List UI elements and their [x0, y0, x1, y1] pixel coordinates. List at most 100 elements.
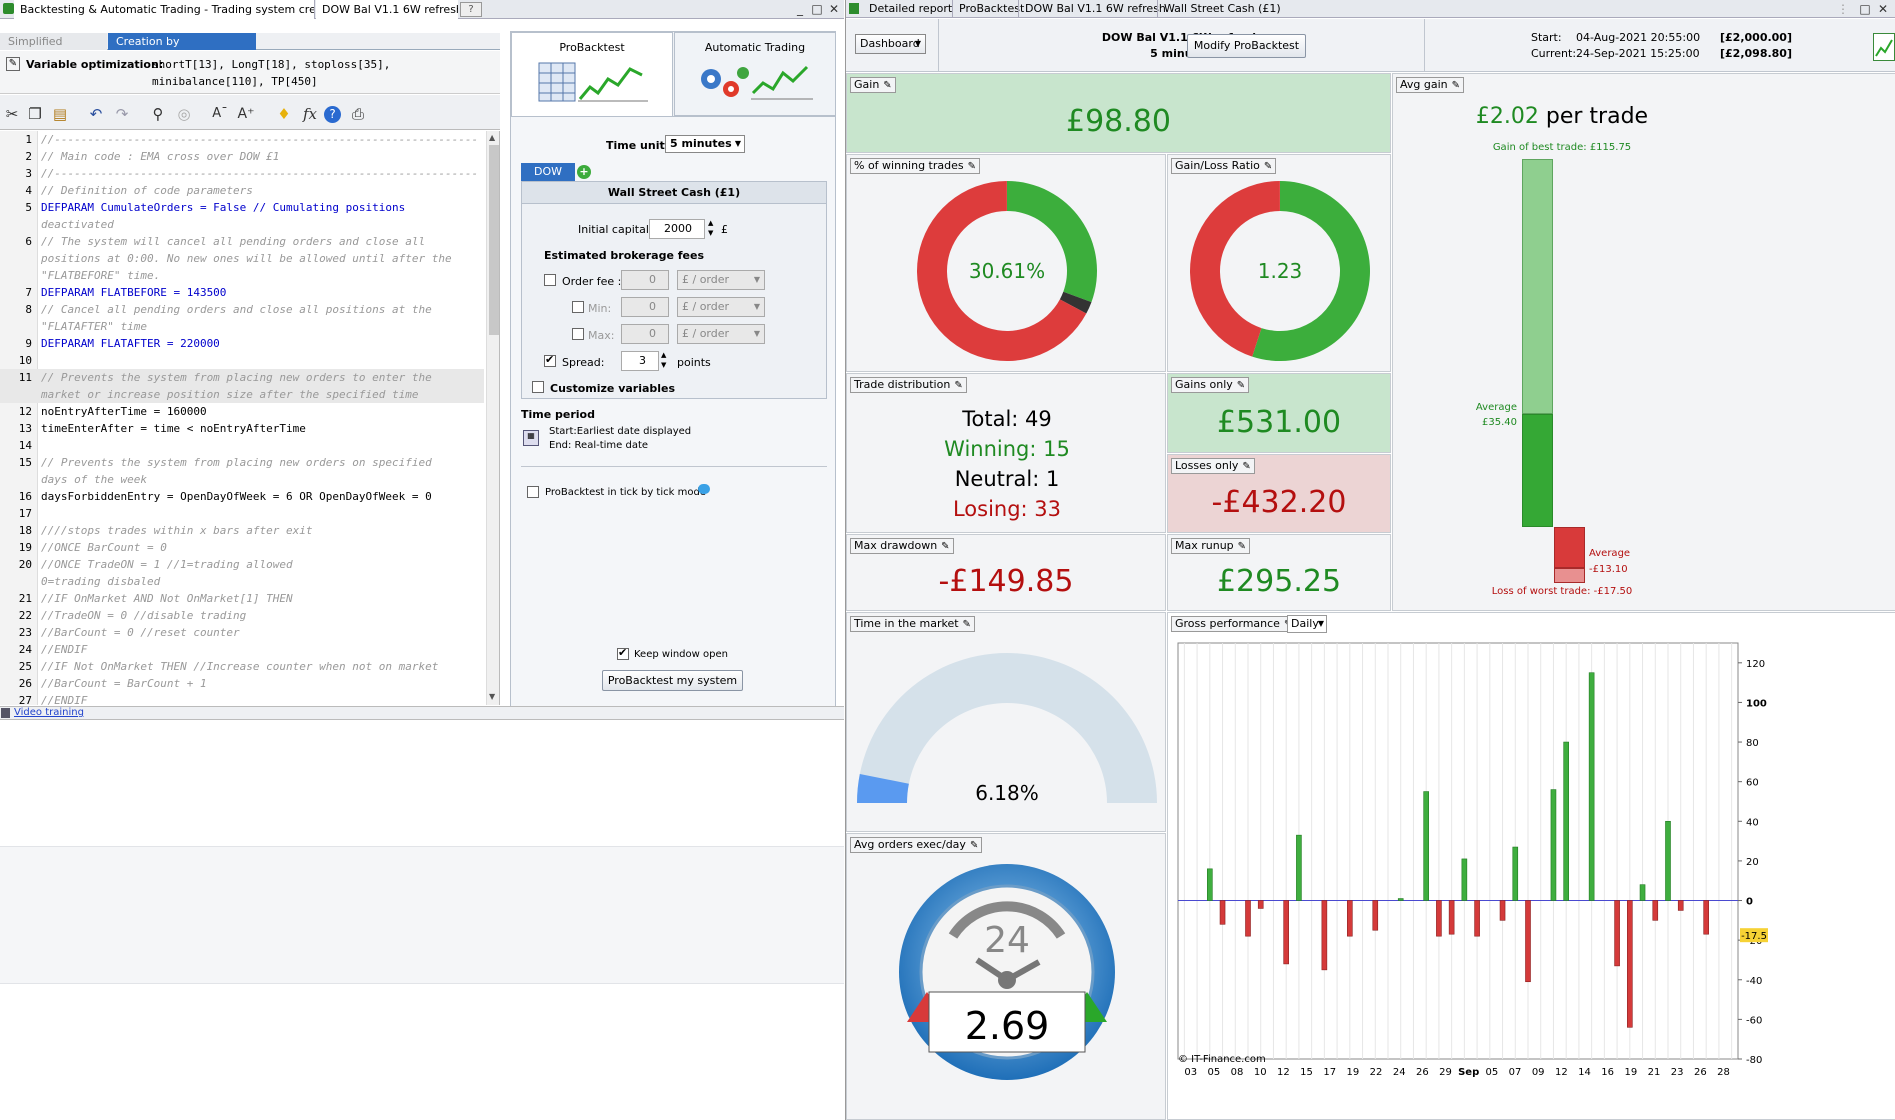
code-line[interactable]: positions at 0:00. No new ones will be a…	[41, 252, 452, 265]
code-line[interactable]: 13 timeEnterAfter = time < noEntryAfterTi…	[18, 422, 306, 435]
code-line[interactable]: 26//BarCount = BarCount + 1	[18, 677, 207, 690]
share-icon[interactable]: ⋮	[1837, 2, 1849, 16]
comment-icon[interactable]: ◎	[177, 105, 191, 123]
maximize-icon[interactable]: □	[811, 2, 823, 16]
equity-curve-icon[interactable]	[1873, 33, 1895, 61]
spread-input[interactable]: 3	[621, 351, 659, 371]
help-icon[interactable]: ?	[460, 2, 482, 17]
max-runup-tag[interactable]: Max runup ✎	[1171, 538, 1251, 554]
tab-creation-by-programming[interactable]: Creation by programming	[108, 33, 256, 65]
code-line[interactable]: 20//ONCE TradeON = 1 //1=trading allowed	[18, 558, 293, 571]
var-opt-line2[interactable]: minibalance[110], TP[450]	[152, 75, 318, 88]
code-line[interactable]: 12 noEntryAfterTime = 160000	[18, 405, 207, 418]
code-line[interactable]: 10	[18, 354, 32, 367]
maximize-icon-right[interactable]: □	[1859, 2, 1871, 16]
tab-simplified-creation[interactable]: Simplified creation	[0, 33, 107, 65]
code-line[interactable]: 5 DEFPARAM CumulateOrders = False // Cumu…	[25, 201, 406, 214]
info-bubble-icon[interactable]	[698, 484, 710, 494]
close-icon-right[interactable]: ✕	[1877, 2, 1889, 16]
code-line[interactable]: market or increase position size after t…	[0, 386, 484, 403]
font-decrease-icon[interactable]: Aˉ	[212, 106, 228, 121]
avg-gain-tag[interactable]: Avg gain ✎	[1396, 77, 1465, 93]
min-fee-input[interactable]: 0	[621, 297, 669, 317]
code-line[interactable]: 16 daysForbiddenEntry = OpenDayOfWeek = 6…	[18, 490, 432, 503]
capital-stepper[interactable]: ▲ ▼	[708, 219, 714, 237]
code-line[interactable]: 18////stops trades within x bars after e…	[18, 524, 313, 537]
code-line[interactable]: 17	[18, 507, 32, 520]
gross-performance-tag[interactable]: Gross performance✎	[1171, 616, 1297, 632]
code-line[interactable]: 11// Prevents the system from placing ne…	[0, 369, 484, 386]
order-fee-unit-select[interactable]: £ / order ▼	[677, 270, 765, 290]
keep-window-open-checkbox[interactable]	[617, 646, 629, 660]
max-drawdown-tag[interactable]: Max drawdown ✎	[850, 538, 954, 554]
order-fee-input[interactable]: 0	[621, 270, 669, 290]
print-icon[interactable]: ⎙	[351, 105, 364, 123]
code-line[interactable]: "FLATBEFORE" time.	[41, 269, 161, 282]
spread-stepper[interactable]: ▲ ▼	[661, 351, 667, 369]
code-line[interactable]: 4// Definition of code parameters	[25, 184, 253, 197]
gain-tag[interactable]: Gain ✎	[850, 77, 896, 93]
code-line[interactable]: 1//-------------------------------------…	[25, 133, 479, 146]
code-line[interactable]: 21//IF OnMarket AND Not OnMarket[1] THEN	[18, 592, 293, 605]
code-line[interactable]: 7 DEFPARAM FLATBEFORE = 143500	[25, 286, 227, 299]
code-line[interactable]: 9 DEFPARAM FLATAFTER = 220000	[25, 337, 220, 350]
font-increase-icon[interactable]: A⁺	[237, 106, 255, 122]
code-line[interactable]: 8// Cancel all pending orders and close …	[25, 303, 432, 316]
calendar-icon[interactable]: ▦	[523, 430, 539, 446]
copy-icon[interactable]: ❐	[28, 105, 42, 123]
tab-probacktest-report[interactable]: ProBacktest	[952, 0, 1030, 18]
initial-capital-input[interactable]: 2000	[649, 219, 705, 239]
wrench-icon[interactable]: ✎	[6, 57, 20, 71]
lightbulb-icon[interactable]: ♦	[277, 105, 291, 123]
undo-icon[interactable]: ↶	[89, 105, 103, 123]
period-select[interactable]: Daily ▼	[1287, 615, 1327, 633]
tab-dow-bal[interactable]: DOW Bal V1.1 6W refresh	[316, 0, 458, 19]
customize-variables-checkbox[interactable]	[532, 381, 544, 393]
var-opt-line1[interactable]: shortT[13], LongT[18], stoploss[35],	[152, 58, 391, 71]
avg-orders-tag[interactable]: Avg orders exec/day ✎	[850, 837, 983, 853]
code-line[interactable]: 25//IF Not OnMarket THEN //Increase coun…	[18, 660, 439, 673]
code-line[interactable]: 3//-------------------------------------…	[25, 167, 479, 180]
code-line[interactable]: deactivated	[41, 218, 114, 231]
gains-only-tag[interactable]: Gains only ✎	[1171, 377, 1250, 393]
min-fee-unit-select[interactable]: £ / order ▼	[677, 297, 765, 317]
time-unit-select[interactable]: 5 minutes ▼	[665, 135, 745, 153]
tab-automatic-trading[interactable]: Automatic Trading	[674, 32, 836, 116]
losses-only-tag[interactable]: Losses only ✎	[1171, 458, 1255, 474]
code-line[interactable]: 23//BarCount = 0 //reset counter	[18, 626, 240, 639]
video-training-link[interactable]: Video training	[14, 707, 84, 718]
dashboard-select[interactable]: Dashboard ▼	[855, 34, 926, 54]
help-circle-icon[interactable]: ?	[324, 106, 341, 123]
modify-probacktest-button[interactable]: Modify ProBacktest	[1187, 34, 1306, 58]
search-icon[interactable]: ⚲	[152, 105, 164, 123]
code-line[interactable]: 0=trading disbaled	[41, 575, 161, 588]
code-line[interactable]: 6// The system will cancel all pending o…	[25, 235, 426, 248]
tab-instrument-dow[interactable]: DOW	[521, 163, 575, 181]
max-fee-input[interactable]: 0	[621, 324, 669, 344]
paste-icon[interactable]: ▤	[52, 105, 68, 123]
gain-loss-tag[interactable]: Gain/Loss Ratio ✎	[1171, 158, 1277, 174]
minimize-icon[interactable]: _	[797, 2, 803, 16]
code-line[interactable]: 27//ENDIF	[18, 694, 88, 705]
code-scrollbar[interactable]: ▲ ▼	[486, 131, 499, 705]
time-in-market-tag[interactable]: Time in the market ✎	[850, 616, 975, 632]
add-instrument-icon[interactable]: +	[577, 165, 591, 179]
function-icon[interactable]: fx	[302, 105, 317, 123]
code-line[interactable]: 14	[18, 439, 32, 452]
min-fee-checkbox[interactable]	[572, 301, 584, 313]
winning-pct-tag[interactable]: % of winning trades ✎	[850, 158, 980, 174]
tick-mode-checkbox[interactable]	[527, 486, 539, 498]
code-line[interactable]: 19//ONCE BarCount = 0	[18, 541, 167, 554]
code-editor[interactable]: 1//-------------------------------------…	[0, 131, 500, 705]
spread-checkbox[interactable]	[544, 353, 556, 367]
tab-wall-street-cash[interactable]: Wall Street Cash (£1)	[1157, 0, 1287, 18]
max-fee-checkbox[interactable]	[572, 328, 584, 340]
code-line[interactable]: days of the week	[41, 473, 147, 486]
code-scrollbar-thumb[interactable]	[489, 145, 499, 335]
code-line[interactable]: 15// Prevents the system from placing ne…	[18, 456, 432, 469]
tab-dow-bal-report[interactable]: DOW Bal V1.1 6W refresh	[1018, 0, 1172, 18]
close-icon[interactable]: ✕	[828, 2, 840, 16]
order-fee-checkbox[interactable]	[544, 274, 556, 286]
tab-probacktest[interactable]: ProBacktest	[511, 32, 673, 116]
code-line[interactable]: 22//TradeON = 0 //disable trading	[18, 609, 247, 622]
